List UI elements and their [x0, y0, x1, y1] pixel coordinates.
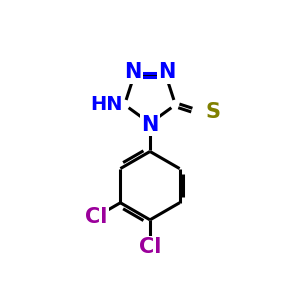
Text: HN: HN [91, 95, 123, 114]
Text: Cl: Cl [85, 207, 108, 226]
Text: S: S [206, 102, 221, 122]
Text: N: N [158, 62, 176, 82]
Text: N: N [141, 115, 159, 135]
Text: N: N [124, 62, 142, 82]
Text: Cl: Cl [139, 238, 161, 257]
